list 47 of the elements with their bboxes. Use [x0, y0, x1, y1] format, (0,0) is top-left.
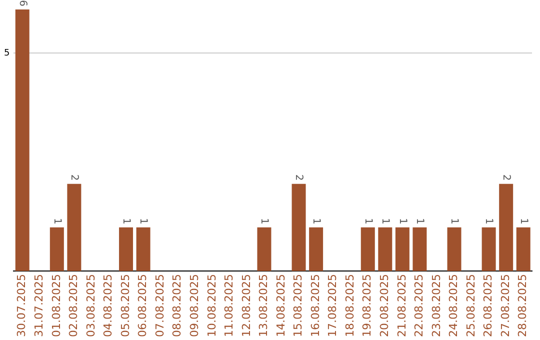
data-label: 1 — [362, 218, 374, 224]
x-tick-label: 16.08.2025 — [308, 274, 322, 338]
x-tick-label: 24.08.2025 — [447, 274, 460, 338]
x-tick-label: 04.08.2025 — [102, 274, 115, 338]
x-tick-label: 20.08.2025 — [378, 274, 392, 338]
data-label: 1 — [51, 218, 62, 224]
data-label: 2 — [500, 174, 512, 181]
data-label: 1 — [138, 218, 149, 224]
x-tick-label: 25.08.2025 — [464, 274, 478, 338]
x-tick-label: 14.08.2025 — [274, 274, 288, 338]
y-tick-label: 5 — [4, 48, 10, 58]
x-tick-label: 02.08.2025 — [67, 274, 80, 338]
x-tick-label: 19.08.2025 — [360, 274, 374, 338]
x-tick-label: 22.08.2025 — [412, 274, 426, 338]
x-tick-label: 28.08.2025 — [516, 274, 530, 338]
data-label: 2 — [68, 174, 80, 181]
x-tick-label: 06.08.2025 — [136, 274, 150, 338]
x-tick-label: 21.08.2025 — [395, 274, 408, 338]
x-tick-label: 23.08.2025 — [430, 274, 443, 338]
x-tick-label: 30.07.2025 — [15, 274, 28, 338]
data-label: 1 — [396, 218, 408, 224]
x-tick-label: 11.08.2025 — [222, 274, 236, 338]
x-tick-label: 07.08.2025 — [153, 274, 166, 338]
x-tick-label: 01.08.2025 — [50, 274, 63, 338]
x-tick-label: 26.08.2025 — [482, 274, 495, 338]
x-tick-label: 05.08.2025 — [118, 274, 132, 338]
x-tick-label: 10.08.2025 — [205, 274, 218, 338]
x-tick-label: 31.07.2025 — [32, 274, 46, 338]
data-label: 1 — [120, 218, 132, 224]
data-label: 1 — [310, 218, 322, 224]
data-label: 6 — [16, 0, 28, 6]
data-label: 1 — [518, 218, 529, 224]
x-tick-label: 09.08.2025 — [188, 274, 201, 338]
x-tick-label: 03.08.2025 — [84, 274, 98, 338]
x-tick-label: 18.08.2025 — [343, 274, 356, 338]
x-tick-label: 15.08.2025 — [292, 274, 305, 338]
data-label: 1 — [414, 218, 426, 224]
x-tick-label: 12.08.2025 — [240, 274, 253, 338]
x-tick-label: 17.08.2025 — [326, 274, 340, 338]
data-label: 1 — [380, 218, 391, 224]
data-label: 1 — [483, 218, 494, 224]
data-label: 1 — [448, 218, 460, 224]
data-label: 2 — [293, 174, 304, 181]
x-tick-label: 27.08.2025 — [498, 274, 512, 338]
x-tick-label: 08.08.2025 — [170, 274, 184, 338]
data-label: 1 — [258, 218, 270, 224]
x-tick-label: 13.08.2025 — [257, 274, 270, 338]
